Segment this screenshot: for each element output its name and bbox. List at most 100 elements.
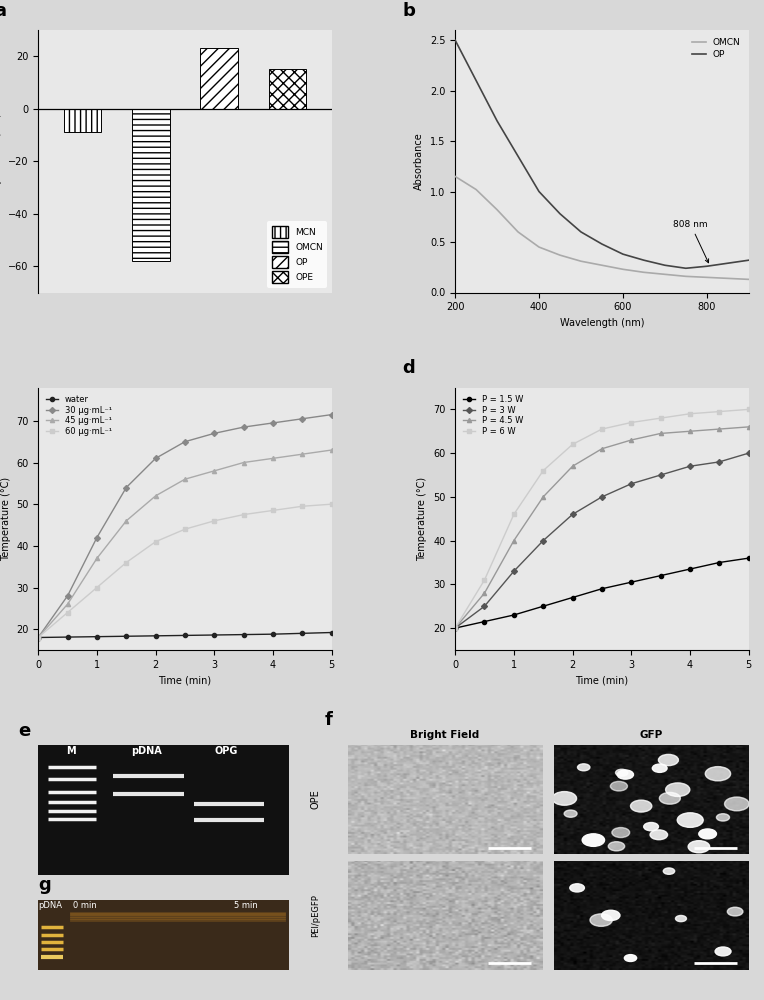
Text: Bright Field: Bright Field xyxy=(410,730,480,740)
OMCN xyxy=(576,255,585,267)
P = 3 W xyxy=(568,508,577,520)
Bar xyxy=(269,69,306,109)
Circle shape xyxy=(644,823,659,831)
X-axis label: Time (min): Time (min) xyxy=(575,675,629,685)
30 μg·mL⁻¹ xyxy=(327,409,336,421)
water xyxy=(34,632,43,644)
Circle shape xyxy=(663,868,675,874)
Circle shape xyxy=(616,769,628,776)
Circle shape xyxy=(630,800,652,812)
Text: pDNA: pDNA xyxy=(38,901,62,910)
Text: b: b xyxy=(403,1,415,19)
Circle shape xyxy=(617,770,633,779)
60 μg·mL⁻¹ xyxy=(180,523,189,535)
P = 6 W xyxy=(451,622,460,634)
P = 1.5 W xyxy=(597,583,607,595)
P = 1.5 W xyxy=(510,609,519,621)
Circle shape xyxy=(612,828,630,838)
Circle shape xyxy=(705,767,730,781)
Line: P = 4.5 W: P = 4.5 W xyxy=(453,425,751,630)
60 μg·mL⁻¹ xyxy=(92,582,102,594)
P = 3 W xyxy=(480,600,489,612)
P = 3 W xyxy=(597,491,607,503)
OP xyxy=(681,262,691,274)
Circle shape xyxy=(699,829,717,839)
P = 4.5 W xyxy=(656,427,665,439)
Bar xyxy=(64,109,102,132)
P = 1.5 W xyxy=(656,570,665,582)
OP xyxy=(597,238,607,250)
P = 6 W xyxy=(685,408,694,420)
60 μg·mL⁻¹ xyxy=(239,509,248,521)
30 μg·mL⁻¹ xyxy=(239,421,248,433)
OMCN xyxy=(639,266,649,278)
Circle shape xyxy=(608,842,625,851)
60 μg·mL⁻¹ xyxy=(151,536,160,548)
P = 6 W xyxy=(597,423,607,435)
30 μg·mL⁻¹ xyxy=(210,427,219,439)
P = 1.5 W xyxy=(685,563,694,575)
Line: OP: OP xyxy=(455,40,749,268)
P = 3 W xyxy=(685,460,694,472)
60 μg·mL⁻¹ xyxy=(34,632,43,644)
Circle shape xyxy=(717,814,730,821)
water xyxy=(327,626,336,639)
Circle shape xyxy=(665,783,690,796)
Text: 0 min: 0 min xyxy=(73,901,97,910)
Circle shape xyxy=(590,914,612,926)
P = 3 W xyxy=(656,469,665,481)
30 μg·mL⁻¹ xyxy=(268,417,277,429)
45 μg·mL⁻¹ xyxy=(268,452,277,464)
X-axis label: Time (min): Time (min) xyxy=(158,675,212,685)
P = 3 W xyxy=(451,622,460,634)
P = 6 W xyxy=(480,574,489,586)
Text: f: f xyxy=(324,711,332,729)
OMCN xyxy=(451,170,460,182)
Bar xyxy=(200,48,238,109)
OP xyxy=(660,259,669,271)
P = 6 W xyxy=(744,403,753,415)
OMCN xyxy=(724,272,733,284)
P = 1.5 W xyxy=(715,557,724,569)
P = 4.5 W xyxy=(480,587,489,599)
P = 6 W xyxy=(715,406,724,418)
45 μg·mL⁻¹ xyxy=(210,465,219,477)
P = 3 W xyxy=(744,447,753,459)
45 μg·mL⁻¹ xyxy=(180,473,189,485)
P = 4.5 W xyxy=(568,460,577,472)
OP xyxy=(744,254,753,266)
OMCN xyxy=(471,184,481,196)
Text: d: d xyxy=(403,359,415,377)
45 μg·mL⁻¹ xyxy=(121,515,131,527)
Text: M: M xyxy=(66,746,76,756)
Line: P = 3 W: P = 3 W xyxy=(453,451,751,630)
OMCN xyxy=(660,268,669,280)
OP xyxy=(724,257,733,269)
water xyxy=(239,629,248,641)
Circle shape xyxy=(652,764,667,772)
water xyxy=(92,631,102,643)
30 μg·mL⁻¹ xyxy=(180,436,189,448)
Text: PEI/pEGFP: PEI/pEGFP xyxy=(311,894,320,937)
Circle shape xyxy=(570,884,584,892)
Circle shape xyxy=(659,792,681,804)
Text: 5 min: 5 min xyxy=(234,901,257,910)
Line: water: water xyxy=(36,630,334,640)
Circle shape xyxy=(659,754,678,766)
Legend: water, 30 μg·mL⁻¹, 45 μg·mL⁻¹, 60 μg·mL⁻¹: water, 30 μg·mL⁻¹, 45 μg·mL⁻¹, 60 μg·mL⁻… xyxy=(42,392,115,439)
Circle shape xyxy=(715,947,731,956)
OMCN xyxy=(618,263,627,275)
P = 6 W xyxy=(510,508,519,520)
P = 1.5 W xyxy=(626,576,636,588)
OP xyxy=(618,248,627,260)
Line: 30 μg·mL⁻¹: 30 μg·mL⁻¹ xyxy=(36,413,334,640)
OP xyxy=(451,34,460,46)
OP xyxy=(493,115,502,127)
water xyxy=(151,630,160,642)
water xyxy=(180,629,189,641)
water xyxy=(63,631,72,643)
Circle shape xyxy=(677,813,703,827)
Text: OPE: OPE xyxy=(310,790,320,809)
P = 3 W xyxy=(626,478,636,490)
60 μg·mL⁻¹ xyxy=(327,498,336,510)
